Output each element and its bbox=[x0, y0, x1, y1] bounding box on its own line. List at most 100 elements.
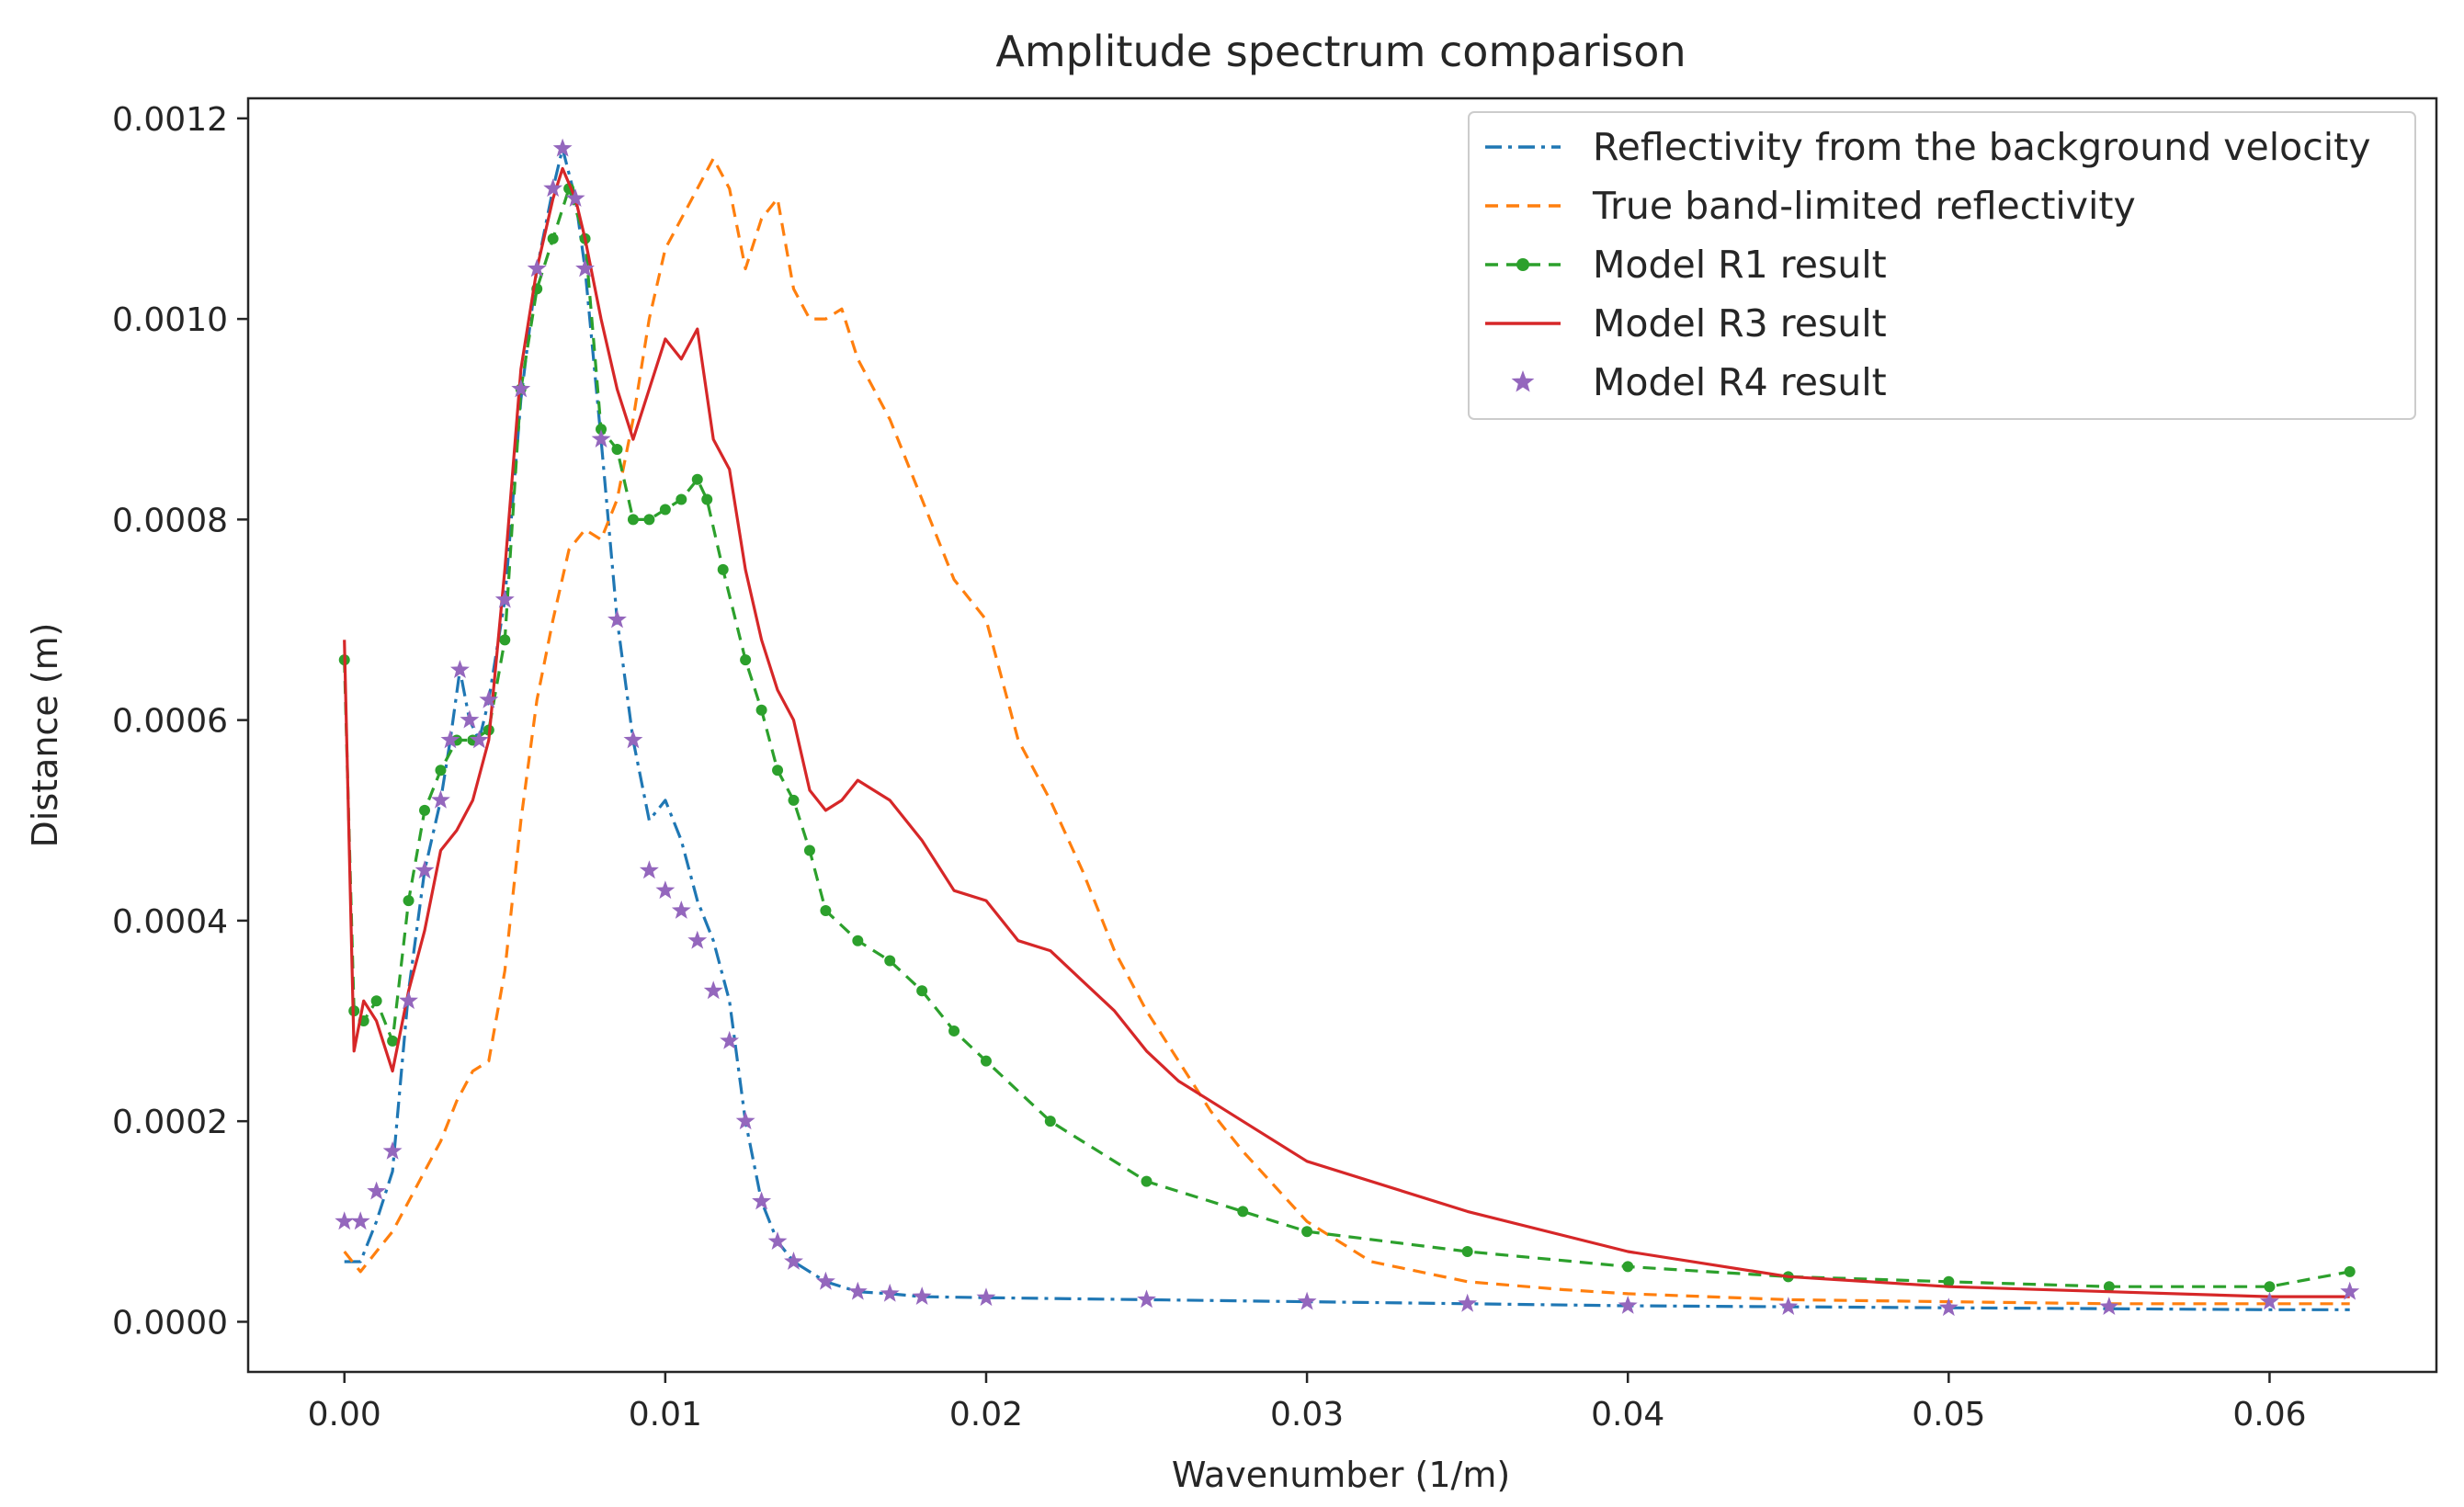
r4-star-marker bbox=[623, 730, 643, 749]
r1-point-marker bbox=[852, 935, 864, 946]
r1-point-marker bbox=[980, 1055, 992, 1067]
r4-star-marker bbox=[880, 1283, 900, 1302]
r1-point-marker bbox=[717, 563, 729, 575]
series-true-band-limited-reflectivity bbox=[343, 156, 2350, 1306]
r4-star-marker bbox=[1137, 1289, 1156, 1309]
chart-title: Amplitude spectrum comparison bbox=[995, 27, 1686, 76]
r4-star-marker bbox=[2260, 1291, 2279, 1310]
r4-star-marker bbox=[767, 1231, 788, 1250]
r4-star-marker bbox=[752, 1191, 772, 1210]
r1-point-marker bbox=[884, 955, 896, 967]
r1-point-marker bbox=[1943, 1275, 1955, 1287]
legend-label: Reflectivity from the background velocit… bbox=[1593, 125, 2371, 169]
r4-star-marker bbox=[912, 1286, 932, 1305]
r1-point-marker bbox=[1622, 1261, 1634, 1273]
legend-entry: Model R3 result bbox=[1485, 301, 1887, 346]
legend-entry: Reflectivity from the background velocit… bbox=[1485, 125, 2371, 169]
r4-star-marker bbox=[399, 991, 418, 1010]
r1-point-marker bbox=[948, 1025, 960, 1037]
r4-star-marker bbox=[414, 860, 435, 879]
x-axis-label: Wavenumber (1/m) bbox=[1172, 1455, 1510, 1495]
r4-star-marker bbox=[720, 1030, 740, 1049]
r1-point-marker bbox=[419, 804, 431, 816]
r4-star-marker bbox=[460, 709, 480, 729]
r4-star-marker bbox=[671, 901, 691, 919]
r4-star-marker bbox=[575, 258, 595, 278]
plot-area-frame bbox=[246, 96, 2438, 1374]
y-tick-label: 0.0006 bbox=[112, 703, 228, 741]
y-tick-label: 0.0012 bbox=[112, 101, 228, 139]
r4-star-marker bbox=[591, 429, 611, 448]
r4-star-marker bbox=[703, 980, 723, 1000]
r1-point-marker bbox=[676, 493, 687, 505]
legend-label: Model R3 result bbox=[1593, 301, 1887, 346]
r1-point-marker bbox=[547, 232, 559, 244]
r4-star-marker bbox=[382, 1140, 403, 1160]
legend-label: True band-limited reflectivity bbox=[1592, 184, 2136, 228]
r1-point-marker bbox=[1301, 1226, 1313, 1238]
r1-point-marker bbox=[370, 995, 382, 1007]
series-model-r3-result-line bbox=[343, 166, 2350, 1298]
r4-star-marker bbox=[431, 789, 450, 809]
r4-star-marker bbox=[440, 730, 460, 749]
r4-star-marker bbox=[1618, 1296, 1638, 1314]
r4-star-marker bbox=[543, 178, 563, 198]
x-tick-label: 0.04 bbox=[1591, 1396, 1664, 1433]
r4-star-marker bbox=[367, 1181, 387, 1200]
series-reflectivity-from-the-background-velocity-line bbox=[344, 147, 2350, 1311]
x-tick-label: 0.03 bbox=[1270, 1396, 1344, 1433]
r4-star-marker bbox=[479, 689, 499, 708]
r1-point-marker bbox=[499, 634, 511, 646]
r1-point-marker bbox=[2264, 1281, 2276, 1293]
r4-star-marker bbox=[1938, 1297, 1959, 1317]
x-axis: 0.00 0.01 0.02 0.03 0.04 0.05 0.06 bbox=[308, 1372, 2307, 1433]
r1-point-marker bbox=[596, 424, 607, 436]
r1-point-marker bbox=[701, 493, 713, 505]
r1-point-marker bbox=[611, 443, 623, 455]
r1-point-marker bbox=[659, 504, 671, 516]
legend-star-marker bbox=[1511, 370, 1535, 392]
r4-star-marker bbox=[494, 589, 515, 608]
r1-point-marker bbox=[2103, 1281, 2115, 1293]
y-tick-label: 0.0010 bbox=[112, 301, 228, 339]
r1-point-marker bbox=[755, 704, 767, 716]
x-tick-label: 0.06 bbox=[2232, 1396, 2306, 1433]
series-reflectivity-from-the-background-velocity bbox=[344, 147, 2350, 1311]
series-model-r3-result bbox=[343, 166, 2350, 1298]
x-tick-label: 0.02 bbox=[949, 1396, 1023, 1433]
r4-star-marker bbox=[847, 1281, 868, 1300]
y-tick-label: 0.0002 bbox=[112, 1104, 228, 1141]
x-tick-label: 0.01 bbox=[629, 1396, 702, 1433]
r4-star-marker bbox=[565, 188, 585, 207]
r4-star-marker bbox=[1458, 1293, 1478, 1312]
r4-star-marker bbox=[687, 930, 708, 949]
series-model-r1-result-line bbox=[343, 187, 2350, 1288]
series-true-band-limited-reflectivity-line bbox=[343, 156, 2350, 1306]
r1-point-marker bbox=[772, 765, 784, 776]
y-tick-label: 0.0008 bbox=[112, 502, 228, 539]
y-tick-label: 0.0000 bbox=[112, 1304, 228, 1342]
r1-point-marker bbox=[643, 514, 655, 526]
series-layer bbox=[335, 138, 2360, 1317]
series-model-r4-result bbox=[335, 138, 2360, 1317]
r1-point-marker bbox=[627, 514, 639, 526]
r1-point-marker bbox=[1461, 1246, 1473, 1258]
r4-star-marker bbox=[350, 1211, 370, 1230]
r4-star-marker bbox=[607, 609, 627, 629]
r1-point-marker bbox=[435, 765, 447, 776]
r1-point-marker bbox=[740, 654, 752, 666]
r1-point-marker bbox=[387, 1035, 399, 1047]
r1-point-marker bbox=[2344, 1265, 2356, 1277]
r1-point-marker bbox=[788, 794, 800, 806]
r4-star-marker bbox=[552, 138, 573, 157]
r4-star-marker bbox=[511, 379, 531, 398]
r1-point-marker bbox=[803, 844, 815, 856]
legend-label: Model R1 result bbox=[1593, 243, 1887, 287]
r1-point-marker bbox=[1237, 1206, 1249, 1218]
r1-point-marker bbox=[691, 473, 703, 485]
r4-star-marker bbox=[469, 730, 489, 749]
r4-star-marker bbox=[816, 1271, 835, 1290]
r4-star-marker bbox=[335, 1211, 355, 1230]
y-axis: 0.0000 0.0002 0.0004 0.0006 0.0008 0.0010 0.00… bbox=[112, 101, 248, 1342]
